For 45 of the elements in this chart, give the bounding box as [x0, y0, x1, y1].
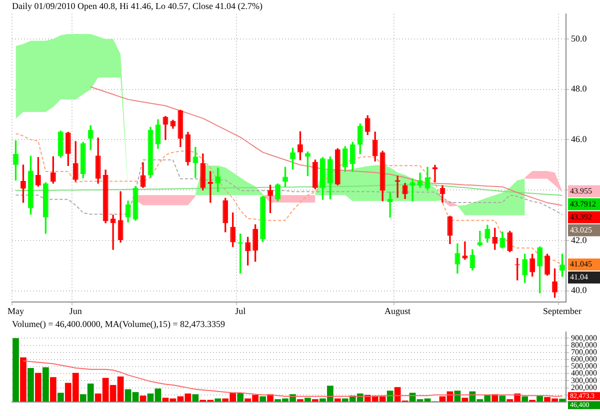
bar: [260, 396, 266, 402]
bar: [499, 396, 506, 402]
bar: [536, 396, 543, 402]
annotation: 41.045: [570, 260, 592, 269]
y-tick-label: 42.0: [571, 234, 588, 245]
y-tick-label: 600,000: [571, 354, 597, 364]
chart-title: Volume() = 46,400.0000, MA(Volume(),15) = 82,473.3359: [12, 318, 226, 329]
y-tick-label: 46.0: [571, 134, 588, 144]
bar: [304, 398, 311, 402]
annotation: 43.025: [570, 225, 592, 234]
y-tick-label: 500,000: [571, 362, 597, 371]
bar: [522, 396, 528, 402]
bar: [462, 398, 468, 402]
candlestick: [387, 192, 393, 218]
bar: [57, 392, 64, 402]
bar: [12, 338, 19, 402]
bar: [50, 377, 56, 402]
bar: [140, 396, 146, 402]
candlestick: [462, 241, 468, 260]
chart-title: Daily 01/09/2010 Open 40.8, Hi 41.46, Lo 40.57, Close 41.04 (2.7%): [12, 0, 262, 11]
y-tick-label: 50.0: [571, 33, 588, 44]
bar: [42, 367, 49, 402]
x-tick-label: May: [7, 306, 24, 316]
candlestick: [110, 214, 116, 250]
y-tick-label: 48.0: [571, 84, 588, 94]
bar: [237, 392, 244, 402]
annotation: 43.955: [570, 186, 592, 196]
bar: [214, 398, 222, 402]
bar: [35, 372, 42, 402]
x-tick-label: September: [543, 306, 582, 316]
annotation: 43.7912: [570, 199, 596, 208]
y-tick-label: 300,000: [571, 376, 597, 385]
annotation: 43.392: [570, 212, 592, 222]
x-tick-label: August: [384, 306, 412, 316]
x-tick-label: Jul: [235, 306, 246, 316]
y-tick-label: 400,000: [571, 368, 597, 378]
bar: [192, 394, 199, 402]
bar: [559, 398, 566, 402]
x-tick-label: Jun: [69, 306, 82, 316]
annotation: 41.04: [570, 272, 588, 282]
y-tick-label: 900,000: [571, 333, 597, 342]
bar: [20, 357, 26, 402]
bar: [28, 368, 34, 402]
bar: [334, 398, 341, 402]
y-tick-label: 40.0: [571, 285, 588, 296]
